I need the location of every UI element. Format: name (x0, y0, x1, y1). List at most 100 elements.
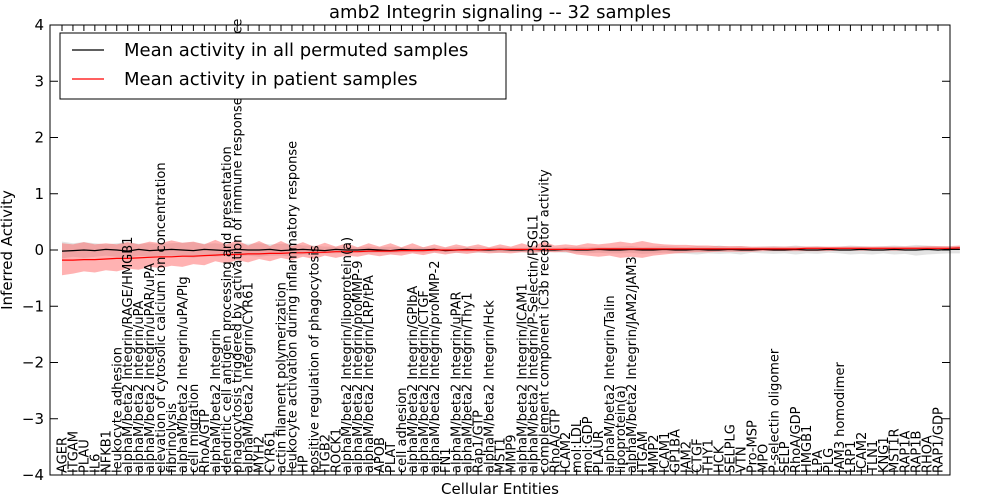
x-tick-label: PLG (822, 448, 837, 473)
y-tick-label: −3 (22, 410, 44, 428)
x-tick-label: MMP9 (505, 434, 520, 473)
x-tick-label: alphaM/beta2 Integrin/lipoprotein(a) (340, 237, 355, 473)
x-tick-label: mol:LDL (570, 419, 585, 473)
x-tick-label: LRP1 (844, 441, 859, 473)
x-tick-label: TLN1 (866, 440, 881, 474)
x-tick-label: mol:GDP (581, 416, 596, 473)
x-tick-label: RAP1A (899, 430, 914, 473)
band-patient (62, 239, 960, 276)
x-tick-label: MMP2 (647, 434, 662, 473)
x-tick-label: alphaM/beta2 Integrin/LRP/tPA (362, 275, 377, 473)
x-tick-label: IL6 (88, 454, 103, 473)
x-tick-label: RhoA/GDP (789, 406, 804, 473)
x-tick-label: complement component iC3b receptor activ… (537, 169, 552, 473)
x-tick-label: Pro-MSP (745, 420, 760, 473)
x-tick-label: alphaM/beta2 Integrin (209, 329, 224, 473)
y-tick-label: 0 (34, 241, 44, 259)
x-tick-label: alphaM/beta2 Integrin/uPAR/uPA (143, 263, 158, 473)
x-tick-label: AGER (56, 437, 71, 473)
lines-layer (61, 247, 960, 261)
x-tick-label: CTGF (691, 438, 706, 473)
x-tick-label: HMGB1 (800, 425, 815, 473)
x-tick-label: HCK (713, 445, 728, 473)
x-tick-label: Rap1/GTP (472, 410, 487, 473)
y-tick-label: 4 (34, 16, 44, 34)
x-tick-label: fibrinolysis (165, 403, 180, 473)
chart-title: amb2 Integrin signaling -- 32 samples (329, 2, 671, 23)
x-tick-label: SELP (778, 441, 793, 473)
x-tick-label: phagocytosis triggered by activation of … (231, 19, 246, 473)
y-tick-label: −1 (22, 297, 44, 315)
x-tick-label: RhoA/GTP (548, 409, 563, 473)
x-tick-label: FN1 (439, 448, 454, 473)
x-tick-label: dendritic cell antigen processing and pr… (220, 146, 235, 473)
x-tick-label: ITGAM (636, 431, 651, 473)
x-tick-label: leukocyte activation during inflammatory… (285, 141, 300, 473)
x-tick-label: JAM3 homodimer (833, 362, 848, 474)
x-tick-label: P-selectin oligomer (767, 348, 782, 473)
y-axis-label: Inferred Activity (0, 190, 16, 310)
legend-label-patient: Mean activity in patient samples (124, 69, 418, 90)
legend-box (59, 32, 507, 100)
x-tick-label: PLAU (77, 439, 92, 473)
plot-frame (49, 24, 951, 476)
x-tick-label: alphaM/beta2 Integrin/P-Selectin/PSGL1 (526, 214, 541, 473)
x-tick-label: actin filament polymerization (275, 282, 290, 473)
x-tick-label: ICAM2 (855, 432, 870, 473)
x-tick-label: alphaM/beta2 Integrin/uPA (132, 300, 147, 473)
y-tick-label: 3 (34, 72, 44, 90)
x-tick-label: SELPLG (723, 424, 738, 473)
x-tick-label: alphaM/beta2 Integrin/uPA/Plg (176, 276, 191, 473)
x-tick-label: LPA (811, 450, 826, 473)
bands-layer (62, 239, 960, 276)
x-tick-label: ITGAM (67, 431, 82, 473)
x-tick-label: positive regulation of phagocytosis (307, 245, 322, 473)
x-tick-label: alphaM/beta2 Integrin/Hck (483, 300, 498, 473)
x-tick-label: cell migration (187, 384, 202, 473)
x-tick-label: HP (296, 455, 311, 473)
x-tick-label: alphaM/beta2 Integrin/proMMP-2 (428, 260, 443, 473)
x-tick-label: alphaM/beta2 Integrin/uPAR (450, 291, 465, 473)
x-tick-label: PLAUR (592, 430, 607, 473)
x-tick-label: alphaM/beta2 Integrin/GPIbA (406, 286, 421, 473)
x-tick-label: cell adhesion (395, 387, 410, 473)
y-tick-label: 2 (34, 129, 44, 147)
x-tick-label: elevation of cytosolic calcium ion conce… (154, 162, 169, 473)
x-tick-label: GP1BA (669, 429, 684, 473)
x-tick-label: RAP1B (910, 431, 925, 473)
x-tick-label: ITGB2 (318, 434, 333, 473)
x-tick-label: alphaM/beta2 Integrin/ICAM1 (515, 283, 530, 473)
x-tick-label: MST1R (888, 428, 903, 473)
x-tick-label: ICAM1 (658, 432, 673, 473)
x-tick-label: lipoprotein(a) (614, 385, 629, 473)
x-tick-label: VTN (734, 446, 749, 473)
x-tick-label: ROCK1 (329, 428, 344, 473)
x-tick-label: alphaM/beta2 Integrin/CYR61 (242, 282, 257, 473)
x-tick-label: APOB (373, 437, 388, 473)
legend: Mean activity in all permuted samples Me… (59, 32, 507, 100)
x-tick-label: MPO (756, 444, 771, 473)
x-tick-label: alphaM/beta2 Integrin/JAM2/JAM3 (625, 256, 640, 473)
y-tick-label: −4 (22, 466, 44, 484)
x-tick-label: alphaM/beta2 Integrin/CTGF (417, 290, 432, 473)
x-tick-label: alphaM/beta2 Integrin/Talin (603, 295, 618, 473)
x-tick-label: ICAM2 (559, 432, 574, 473)
x-tick-label: THY1 (702, 439, 717, 474)
x-tick-label: RHOA (921, 435, 936, 473)
x-tick-label: RAP1/GDP (932, 407, 947, 473)
x-tick-label: leukocyte adhesion (110, 347, 125, 473)
x-tick-label: alphaM/beta2 Integrin/proMMP-9 (351, 260, 366, 473)
x-tick-label: alphaM/beta2 Integrin/RAGE/HMGB1 (121, 237, 136, 473)
x-tick-label: JAM2 (680, 441, 695, 474)
x-axis-label: Cellular Entities (441, 480, 559, 498)
x-tick-label: MST1 (494, 437, 509, 473)
x-tick-label: PLAT (384, 442, 399, 473)
x-tick-label: RhoA/GTP (198, 409, 213, 473)
y-axis: −4 −3 −2 −1 0 1 2 3 4 (22, 16, 950, 484)
y-tick-label: 1 (34, 185, 44, 203)
x-tick-label: MYH2 (253, 436, 268, 473)
x-tick-label: alphaM/beta2 Integrin/Thy1 (461, 293, 476, 474)
